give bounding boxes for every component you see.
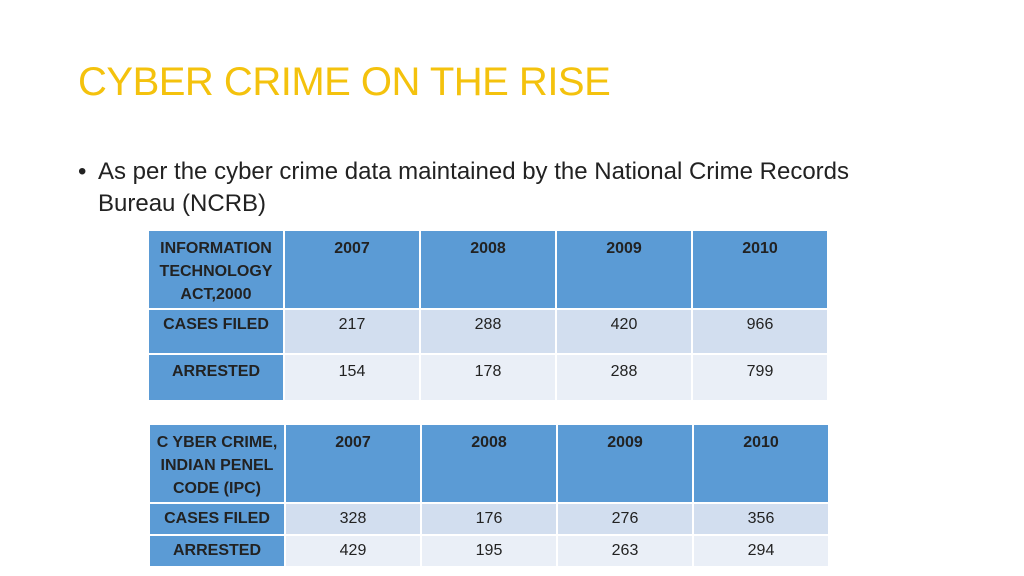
table-header-cell: 2008 bbox=[422, 425, 556, 502]
table-header-cell: 2007 bbox=[286, 425, 420, 502]
table-header-cell: 2007 bbox=[285, 231, 419, 308]
table-header-cell: 2008 bbox=[421, 231, 555, 308]
row-label-cell: ARRESTED bbox=[149, 355, 283, 400]
table-cell: 966 bbox=[693, 310, 827, 353]
table-row: CASES FILED 328 176 276 356 bbox=[150, 504, 828, 534]
table-cell: 217 bbox=[285, 310, 419, 353]
table-cell: 263 bbox=[558, 536, 692, 566]
table-cell: 176 bbox=[422, 504, 556, 534]
slide-title: CYBER CRIME ON THE RISE bbox=[78, 60, 611, 104]
table-header-cell: 2009 bbox=[558, 425, 692, 502]
table-header-cell: INFORMATION TECHNOLOGY ACT,2000 bbox=[149, 231, 283, 308]
table-row: CASES FILED 217 288 420 966 bbox=[149, 310, 827, 353]
table-header-row: C YBER CRIME, INDIAN PENEL CODE (IPC) 20… bbox=[150, 425, 828, 502]
row-label-cell: CASES FILED bbox=[149, 310, 283, 353]
bullet-point: • As per the cyber crime data maintained… bbox=[78, 156, 878, 220]
table-cell: 154 bbox=[285, 355, 419, 400]
table-cell: 420 bbox=[557, 310, 691, 353]
row-label-cell: ARRESTED bbox=[150, 536, 284, 566]
table-cell: 328 bbox=[286, 504, 420, 534]
table-header-cell: 2009 bbox=[557, 231, 691, 308]
ipc-table: C YBER CRIME, INDIAN PENEL CODE (IPC) 20… bbox=[148, 423, 830, 568]
bullet-text: As per the cyber crime data maintained b… bbox=[98, 158, 850, 217]
table-cell: 288 bbox=[421, 310, 555, 353]
table-cell: 294 bbox=[694, 536, 828, 566]
table-header-cell: 2010 bbox=[694, 425, 828, 502]
table-cell: 288 bbox=[557, 355, 691, 400]
table-row: ARRESTED 429 195 263 294 bbox=[150, 536, 828, 566]
table-header-cell: C YBER CRIME, INDIAN PENEL CODE (IPC) bbox=[150, 425, 284, 502]
table-cell: 356 bbox=[694, 504, 828, 534]
row-label-cell: CASES FILED bbox=[150, 504, 284, 534]
it-act-table: INFORMATION TECHNOLOGY ACT,2000 2007 200… bbox=[147, 229, 829, 402]
table-cell: 429 bbox=[286, 536, 420, 566]
table-cell: 276 bbox=[558, 504, 692, 534]
table-header-row: INFORMATION TECHNOLOGY ACT,2000 2007 200… bbox=[149, 231, 827, 308]
bullet-icon: • bbox=[78, 158, 87, 185]
table-cell: 799 bbox=[693, 355, 827, 400]
table-row: ARRESTED 154 178 288 799 bbox=[149, 355, 827, 400]
table-cell: 178 bbox=[421, 355, 555, 400]
table-header-cell: 2010 bbox=[693, 231, 827, 308]
table-cell: 195 bbox=[422, 536, 556, 566]
